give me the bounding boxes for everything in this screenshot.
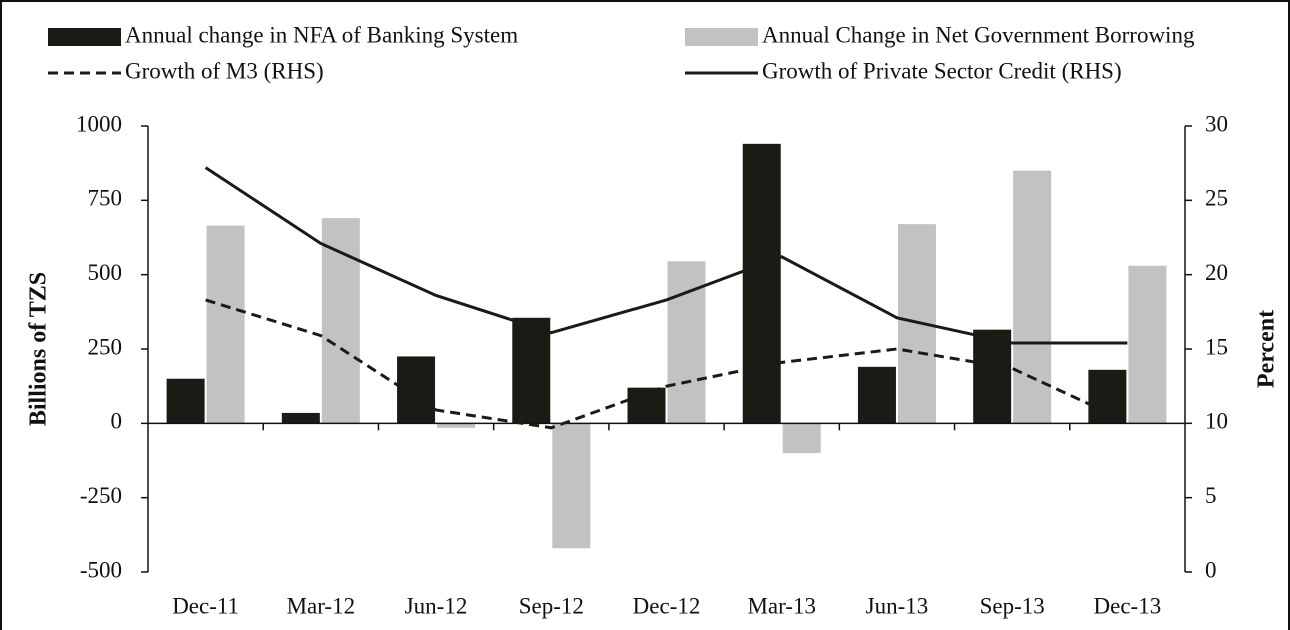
x-tick-label: Sep-13 [980,593,1045,618]
y2-tick-label: 25 [1205,186,1228,211]
legend-label: Growth of Private Sector Credit (RHS) [762,58,1122,83]
y-tick-label: 750 [88,186,123,211]
y-tick-label: 1000 [76,111,122,136]
bar [1128,265,1167,424]
legend-swatch [685,28,758,46]
bar [627,387,666,424]
y-tick-label: 250 [88,334,123,359]
bar [437,423,476,428]
line-series [204,166,1128,345]
y2-tick-label: 30 [1205,111,1228,136]
bar [552,423,591,549]
x-tick-label: Dec-11 [172,593,239,618]
y-tick-label: -250 [80,483,122,508]
y-tick-label: 500 [88,260,123,285]
y2-tick-label: 20 [1205,260,1228,285]
bar [512,317,551,424]
y2-tick-label: 15 [1205,334,1228,359]
legend-label: Growth of M3 (RHS) [125,58,324,83]
y2-tick-label: 0 [1205,557,1217,582]
bar [782,423,821,454]
y2-tick-label: 5 [1205,483,1217,508]
y2-axis-title: Percent [1254,310,1280,388]
y-axis-title: Billions of TZS [26,272,52,426]
y-tick-label: 0 [111,409,123,434]
bar [973,329,1012,424]
x-tick-label: Mar-12 [287,593,356,618]
x-tick-label: Mar-13 [747,593,816,618]
x-tick-label: Sep-12 [519,593,584,618]
bar [857,366,896,424]
bar [166,378,205,424]
bar [1088,369,1127,424]
legend-label: Annual change in NFA of Banking System [125,22,518,47]
bar [742,143,781,424]
legend-swatch [48,28,121,46]
y-tick-label: -500 [80,557,122,582]
y2-tick-label: 10 [1205,409,1228,434]
legend-label: Annual Change in Net Government Borrowin… [762,22,1195,47]
x-tick-label: Jun-13 [866,593,929,618]
x-tick-label: Jun-12 [405,593,468,618]
x-tick-label: Dec-13 [1094,593,1162,618]
bar [206,225,245,424]
bar [397,356,436,424]
bar [1013,170,1052,424]
bar [667,261,706,424]
bar [321,218,360,424]
x-tick-label: Dec-12 [633,593,701,618]
line-series [205,298,1129,430]
bar [281,412,320,424]
